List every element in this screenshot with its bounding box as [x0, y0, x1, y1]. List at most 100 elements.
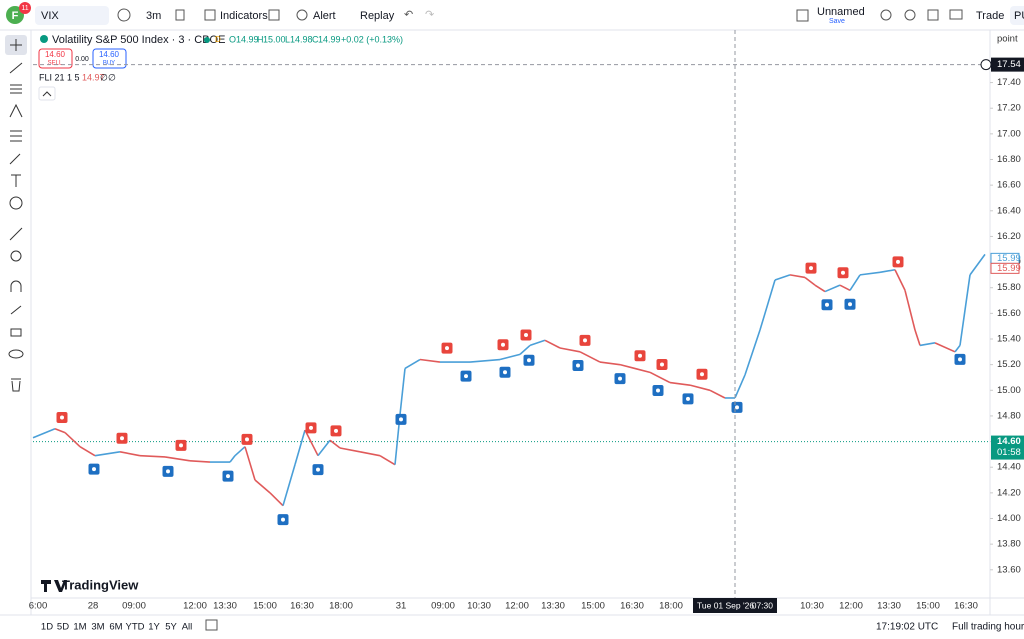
- indicator-extra: ∅: [100, 72, 108, 82]
- indicators[interactable]: Indicators: [220, 10, 268, 22]
- indicator-line: [359, 451, 381, 457]
- user-button[interactable]: [1010, 6, 1024, 25]
- sell-price: 14.60: [45, 50, 66, 59]
- indicator-line: [689, 384, 711, 392]
- collapse-legend[interactable]: [38, 86, 56, 101]
- signal-glyph: [334, 428, 338, 433]
- fullscreen-icon[interactable]: [927, 9, 939, 21]
- avatar-letter: F: [12, 10, 19, 22]
- pattern-tool[interactable]: [9, 103, 23, 118]
- crosshair-date: Tue 01 Sep '26: [697, 600, 754, 610]
- range-button[interactable]: 5D: [57, 622, 69, 633]
- logo-mark: [41, 580, 67, 592]
- signal-glyph: [576, 363, 580, 368]
- signal-glyph: [245, 437, 249, 442]
- signal-glyph: [656, 388, 660, 393]
- zoom-tool[interactable]: [10, 250, 22, 262]
- indicator-line: [619, 363, 651, 374]
- indicators-icon: [204, 9, 216, 21]
- buy-button[interactable]: [92, 48, 127, 69]
- indicator-line: [329, 439, 341, 449]
- indicator-line: [649, 371, 671, 384]
- replay[interactable]: Replay: [360, 10, 395, 22]
- ruler-tool[interactable]: [9, 227, 23, 241]
- templates-icon[interactable]: [268, 9, 280, 21]
- avatar[interactable]: [6, 6, 24, 24]
- alert[interactable]: Alert: [313, 10, 336, 22]
- y-tick-label: 16.60: [997, 180, 1021, 191]
- search-icon[interactable]: [880, 9, 892, 21]
- range-button[interactable]: 6M: [109, 622, 122, 633]
- crosshair-price: 17.54: [997, 59, 1021, 70]
- x-tick-label: 10:30: [800, 601, 824, 612]
- layout-name[interactable]: Unnamed: [817, 6, 865, 18]
- range-button[interactable]: 1M: [73, 622, 86, 633]
- signal-glyph: [848, 302, 852, 307]
- fib-tool[interactable]: [10, 84, 22, 94]
- date-range-icon[interactable]: [205, 619, 218, 631]
- snapshot-icon[interactable]: [949, 9, 963, 20]
- text-tool[interactable]: [11, 174, 21, 187]
- icon-tool[interactable]: [9, 196, 23, 210]
- x-tick-label: 16:30: [620, 601, 644, 612]
- last-price-label: 14.60: [997, 436, 1021, 447]
- indicator-line: [969, 253, 986, 276]
- indicator-line: [849, 274, 861, 291]
- crosshair-tool[interactable]: [10, 39, 22, 51]
- x-tick-label: 31: [396, 601, 407, 612]
- trade[interactable]: Trade: [976, 10, 1004, 22]
- range-button[interactable]: 5Y: [165, 622, 177, 633]
- layout-checkbox[interactable]: [796, 9, 809, 22]
- forecast-tool[interactable]: [10, 130, 22, 142]
- top-bar: [0, 0, 1024, 30]
- signal-glyph: [618, 376, 622, 381]
- change: +0.02 (+0.13%): [341, 34, 403, 44]
- indicator-line: [544, 339, 561, 349]
- trash-tool[interactable]: [11, 378, 21, 392]
- symbol-search[interactable]: [35, 6, 109, 25]
- price-tag-label: 15.99: [997, 253, 1021, 264]
- range-button[interactable]: YTD: [126, 622, 145, 633]
- range-button[interactable]: All: [182, 622, 193, 633]
- redo[interactable]: ↷: [425, 9, 434, 21]
- y-tick-label: 16.40: [997, 205, 1021, 216]
- indicator-line: [559, 347, 581, 353]
- indicator-line: [579, 351, 601, 363]
- status-dot: [40, 35, 48, 43]
- indicator-line: [954, 344, 961, 353]
- lock-tool[interactable]: [10, 328, 22, 337]
- left-toolbar: [5, 30, 32, 615]
- add-icon[interactable]: [117, 8, 131, 22]
- range-button[interactable]: 1Y: [148, 622, 160, 633]
- hide-tool[interactable]: [8, 349, 24, 359]
- low: 14.98: [290, 34, 313, 44]
- range-button[interactable]: 1D: [41, 622, 53, 633]
- interval[interactable]: 3m: [146, 10, 161, 22]
- signal-glyph: [896, 259, 900, 264]
- indicator-line: [339, 447, 361, 453]
- chart-type-icon[interactable]: [175, 9, 185, 21]
- brush-tool[interactable]: [9, 153, 21, 165]
- x-tick-label: 13:30: [541, 601, 565, 612]
- y-tick-label: 17.00: [997, 128, 1021, 139]
- magnet-tool[interactable]: [10, 280, 22, 292]
- indicator-line: [54, 428, 66, 434]
- indicator-line: [804, 276, 816, 286]
- layout-status: Save: [829, 18, 845, 25]
- x-tick-label: 6:00: [29, 601, 48, 612]
- lock-draw-tool[interactable]: [10, 305, 22, 315]
- settings-icon[interactable]: [904, 9, 916, 21]
- range-button[interactable]: 3M: [91, 622, 104, 633]
- indicator-line: [234, 446, 246, 457]
- indicator-line: [254, 479, 271, 494]
- y-tick-label: 15.80: [997, 282, 1021, 293]
- indicator-line: [529, 339, 546, 347]
- undo[interactable]: ↶: [404, 9, 413, 21]
- x-tick-label: 12:00: [839, 601, 863, 612]
- indicator-line: [914, 329, 921, 346]
- indicator-line: [814, 284, 826, 293]
- trend-tool[interactable]: [9, 62, 23, 74]
- sell-button[interactable]: [38, 48, 73, 69]
- session-mode[interactable]: Full trading hours: [952, 622, 1024, 633]
- x-tick-label: 13:30: [877, 601, 901, 612]
